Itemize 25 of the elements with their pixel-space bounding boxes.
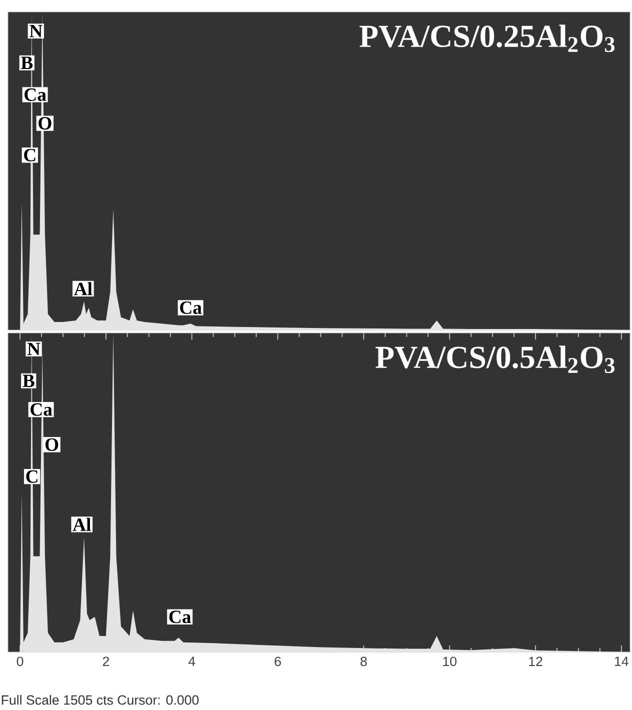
x-tick-label: 2 (102, 656, 109, 666)
annotation: Ca (30, 403, 52, 416)
annotation: B (20, 56, 33, 70)
x-tick-label: 6 (274, 656, 281, 666)
x-tick-label: 10 (443, 656, 456, 666)
x-tick-label: 12 (529, 656, 542, 666)
x-tick-label: 8 (360, 656, 367, 666)
annotation: N (27, 342, 40, 356)
annotation: C (24, 148, 36, 162)
text: Full Scale 1505 cts Cursor: 0.000 (2, 694, 199, 705)
annotation: Ca (169, 610, 191, 624)
annotation: B (22, 374, 34, 387)
x-tick-label: 4 (188, 656, 196, 666)
annotation: Ca (180, 301, 202, 314)
annotation: Al (72, 518, 91, 531)
annotation: Ca (24, 88, 46, 101)
chart-title: PVA/CS/0.25Al$_{2}$O$_{3}$ (360, 24, 615, 52)
chart-title: PVA/CS/0.5Al$_{2}$O$_{3}$ (376, 346, 615, 374)
x-tick-label: 0 (16, 656, 24, 666)
annotation: O (45, 438, 58, 451)
annotation: O (38, 117, 52, 130)
annotation: Al (74, 282, 92, 296)
x-tick-label: 14 (615, 656, 628, 666)
annotation: N (30, 24, 42, 38)
annotation: C (26, 470, 38, 483)
